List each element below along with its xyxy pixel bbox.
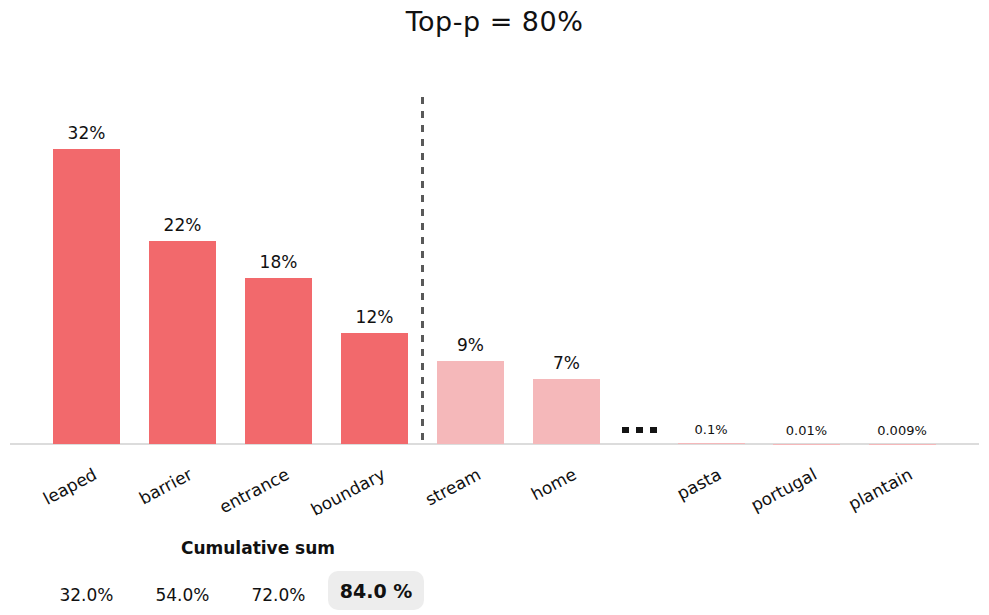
cumulative-value-3: 72.0% xyxy=(251,585,305,605)
chart-title: Top-p = 80% xyxy=(0,6,989,37)
bar-value-label-entrance: 18% xyxy=(260,252,298,272)
bar-boundary xyxy=(341,333,408,444)
x-tick-label-plantain: plantain xyxy=(845,464,916,514)
cumulative-sum-title: Cumulative sum xyxy=(181,538,335,558)
chart-canvas: Top-p = 80% Cumulative sum 32.0% 54.0% 7… xyxy=(0,0,989,615)
ellipsis-dot xyxy=(636,427,643,433)
cumulative-value-4: 84.0 % xyxy=(340,580,413,602)
ellipsis-icon xyxy=(622,427,657,433)
bar-pasta xyxy=(678,443,745,444)
bar-value-label-home: 7% xyxy=(553,353,580,373)
bar-value-label-boundary: 12% xyxy=(356,307,394,327)
cumulative-value-1: 32.0% xyxy=(59,585,113,605)
cumulative-value-2: 54.0% xyxy=(155,585,209,605)
bar-barrier xyxy=(149,241,216,444)
bar-value-label-pasta: 0.1% xyxy=(694,422,727,437)
top-p-threshold-line xyxy=(421,97,424,444)
bar-value-label-leaped: 32% xyxy=(68,123,106,143)
cumulative-value-highlight-box: 84.0 % xyxy=(328,571,424,610)
x-tick-label-barrier: barrier xyxy=(136,464,196,508)
x-tick-label-boundary: boundary xyxy=(307,464,388,520)
x-tick-label-stream: stream xyxy=(422,464,484,510)
ellipsis-dot xyxy=(650,427,657,433)
bar-value-label-barrier: 22% xyxy=(164,215,202,235)
x-tick-label-portugal: portugal xyxy=(747,464,820,515)
bar-leaped xyxy=(53,149,120,444)
bar-home xyxy=(533,379,600,444)
bar-value-label-plantain: 0.009% xyxy=(877,423,927,438)
x-tick-label-leaped: leaped xyxy=(40,464,100,509)
bar-value-label-portugal: 0.01% xyxy=(786,423,827,438)
bar-value-label-stream: 9% xyxy=(457,335,484,355)
bar-stream xyxy=(437,361,504,444)
x-tick-label-pasta: pasta xyxy=(673,464,724,504)
x-tick-label-home: home xyxy=(528,464,580,504)
ellipsis-dot xyxy=(622,427,629,433)
x-tick-label-entrance: entrance xyxy=(215,464,291,517)
bar-entrance xyxy=(245,278,312,444)
